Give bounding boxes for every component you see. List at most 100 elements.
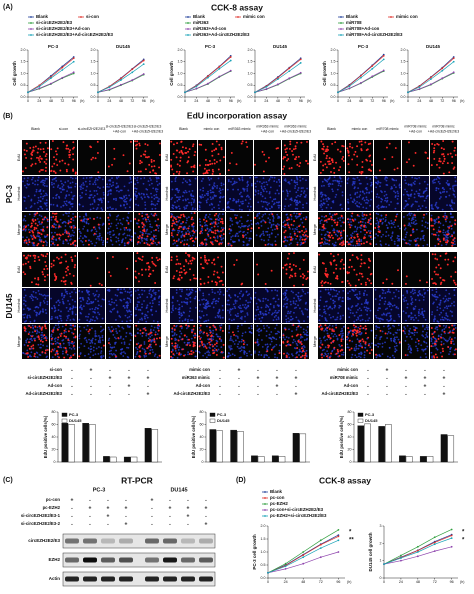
edu-cell — [141, 226, 144, 228]
nucleus — [358, 195, 361, 198]
edu-cell — [299, 162, 302, 164]
bar — [144, 428, 152, 463]
nucleus — [170, 311, 173, 314]
nucleus — [121, 326, 124, 329]
edu-cell — [41, 221, 44, 224]
nucleus — [211, 187, 214, 190]
nucleus — [89, 217, 92, 220]
edu-cell — [264, 243, 267, 246]
nucleus — [39, 236, 41, 239]
edu-cell — [62, 233, 64, 236]
nucleus — [376, 182, 379, 185]
edu-cell — [194, 237, 197, 240]
nucleus — [393, 184, 396, 187]
nucleus — [300, 241, 303, 244]
nucleus — [319, 220, 322, 223]
nucleus — [286, 312, 289, 315]
nucleus — [319, 222, 322, 225]
nucleus — [129, 229, 132, 231]
edu-cell — [192, 341, 195, 344]
nucleus — [175, 176, 177, 179]
treatment-sign: + — [295, 375, 298, 381]
nucleus — [138, 301, 141, 304]
edu-cell — [211, 143, 214, 145]
nucleus — [39, 196, 42, 198]
nucleus — [192, 244, 195, 247]
edu-cell — [115, 355, 117, 358]
point — [61, 66, 64, 69]
edu-cell — [207, 259, 210, 262]
edu-cell — [294, 158, 296, 161]
nucleus — [134, 306, 137, 309]
edu-cell — [139, 159, 142, 162]
edu-cell — [80, 219, 83, 222]
nucleus — [145, 242, 148, 244]
edu-cell — [342, 229, 345, 232]
edu-cell — [218, 243, 221, 246]
nucleus — [147, 218, 150, 221]
nucleus — [198, 244, 201, 247]
edu-cell — [212, 259, 215, 262]
nucleus — [288, 312, 291, 315]
nucleus — [270, 340, 273, 343]
nucleus — [202, 294, 205, 297]
nucleus — [286, 302, 288, 305]
nucleus — [126, 228, 129, 231]
edu-cell — [199, 278, 202, 281]
nucleus — [42, 181, 44, 184]
nucleus — [67, 314, 70, 317]
edu-cell — [285, 354, 288, 357]
edu-cell — [209, 326, 211, 329]
legend-marker — [187, 28, 189, 30]
nucleus — [90, 194, 93, 196]
nucleus — [214, 185, 216, 188]
nucleus — [53, 326, 56, 329]
edu-cell — [211, 154, 214, 157]
point — [206, 82, 209, 85]
edu-cell — [215, 140, 218, 143]
nucleus — [85, 177, 88, 179]
nucleus — [394, 207, 397, 210]
nucleus — [265, 190, 268, 193]
legend-label: miR363 — [193, 20, 209, 25]
nucleus — [175, 206, 178, 209]
edu-cell — [202, 242, 205, 245]
nucleus — [146, 239, 148, 242]
edu-cell — [183, 234, 186, 237]
nucleus — [181, 240, 184, 242]
nucleus — [130, 290, 133, 293]
nucleus — [102, 243, 104, 246]
nucleus — [67, 215, 70, 218]
nucleus — [248, 224, 251, 227]
legend-marker — [30, 16, 32, 18]
edu-cell — [192, 328, 195, 331]
edu-cell — [347, 151, 350, 154]
edu-cell — [144, 352, 147, 355]
nucleus — [78, 318, 81, 321]
nucleus — [126, 316, 129, 319]
row-label: EdU — [17, 266, 21, 274]
nucleus — [222, 183, 225, 186]
nucleus — [60, 319, 63, 322]
nucleus — [241, 208, 243, 211]
nucleus — [270, 226, 273, 229]
edu-cell — [435, 163, 438, 166]
nucleus — [118, 190, 120, 193]
nucleus — [110, 298, 113, 301]
nucleus — [293, 297, 295, 300]
edu-cell — [55, 153, 58, 156]
nucleus — [69, 307, 72, 309]
edu-cell — [254, 216, 257, 219]
edu-cell — [67, 268, 70, 271]
nucleus — [249, 198, 252, 201]
edu-cell — [67, 147, 70, 150]
nucleus — [442, 186, 444, 189]
edu-cell — [141, 273, 144, 276]
edu-cell — [348, 145, 351, 148]
nucleus — [119, 348, 122, 351]
point — [348, 85, 351, 88]
nucleus — [115, 199, 117, 201]
nucleus — [85, 315, 87, 318]
nucleus — [100, 325, 102, 328]
nucleus — [293, 347, 296, 349]
